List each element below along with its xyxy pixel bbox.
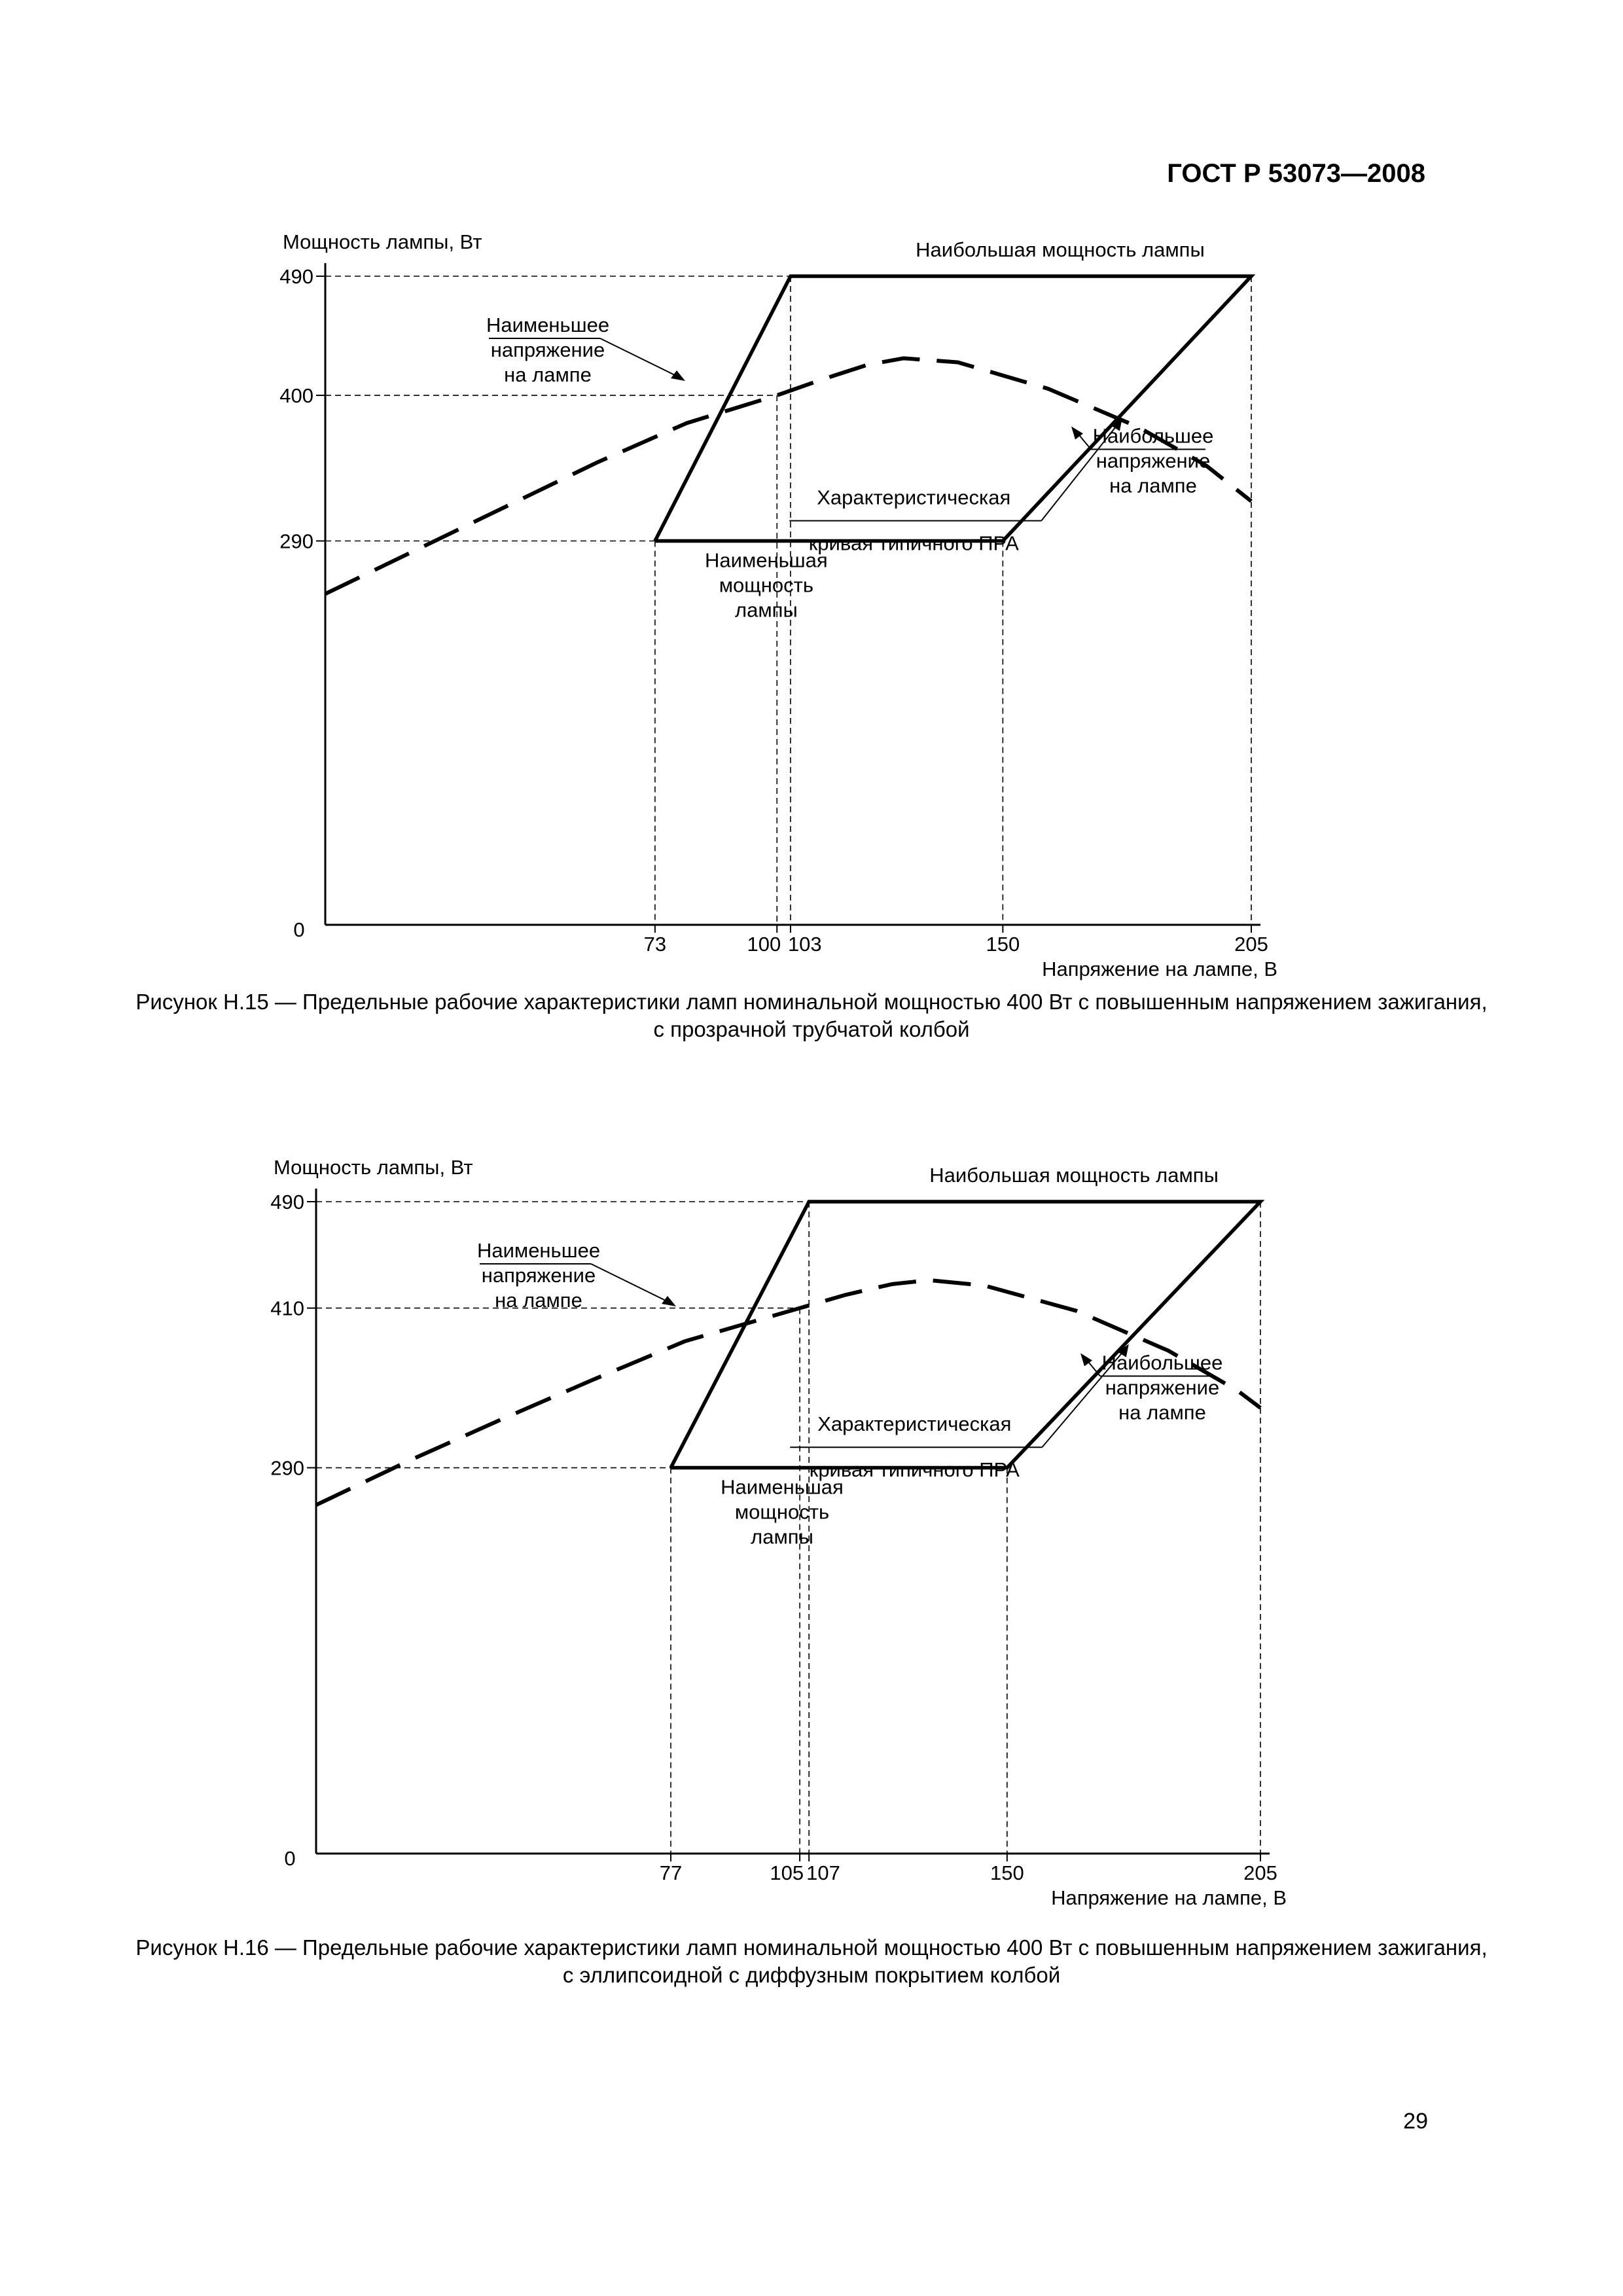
x-tick-label: 107 [806, 1861, 840, 1884]
curve-label-line2: кривая типичного ПРА [810, 1458, 1020, 1481]
label-max-voltage: на лампе [1118, 1401, 1206, 1424]
ballast-characteristic-curve [324, 356, 1253, 596]
label-min-voltage-leader [590, 1263, 670, 1303]
label-min-voltage-arrowhead [671, 370, 685, 381]
x-tick-label: 100 [747, 933, 781, 956]
label-min-voltage-arrowhead [662, 1296, 676, 1306]
x-tick-label: 105 [770, 1861, 804, 1884]
document-header: ГОСТ Р 53073—2008 [1167, 159, 1425, 188]
operating-envelope [653, 274, 1256, 543]
label-max-voltage: на лампе [1109, 474, 1197, 497]
x-tick-label: 73 [644, 933, 666, 956]
label-min-voltage: напряжение [491, 338, 605, 361]
label-max-voltage: напряжение [1096, 449, 1210, 472]
label-min-power: лампы [735, 598, 798, 621]
y-tick-label: 290 [270, 1457, 304, 1480]
figure-caption-n16: Рисунок Н.16 — Предельные рабочие характ… [135, 1935, 1488, 1987]
label-max-voltage-arrowhead [1071, 426, 1083, 440]
y-axis-title: Мощность лампы, Вт [274, 1156, 473, 1179]
x-tick-label: 77 [660, 1861, 682, 1884]
label-min-power: Наименьшая [705, 548, 828, 571]
origin-label: 0 [284, 1847, 295, 1870]
label-min-power: мощность [719, 573, 813, 596]
label-min-voltage: Наименьшее [477, 1239, 600, 1262]
curve-label-line1: Характеристическая [817, 1412, 1011, 1435]
chart-figure-n15: 290 400 490 0 73 100 103 150 205 Мощность лампы, … [279, 230, 1277, 980]
label-max-power: Наибольшая мощность лампы [929, 1164, 1219, 1187]
curve-label-leader [1041, 1348, 1127, 1448]
y-tick-label: 490 [279, 265, 313, 288]
label-min-voltage: напряжение [482, 1264, 596, 1287]
ballast-characteristic-curve [315, 1278, 1262, 1507]
origin-label: 0 [293, 918, 304, 941]
curve-label-arrowhead [1111, 418, 1122, 431]
curve-label-line2: кривая типичного ПРА [809, 532, 1019, 555]
x-tick-label: 205 [1243, 1861, 1277, 1884]
curve-label-arrowhead [1117, 1344, 1129, 1357]
label-min-power: Наименьшая [721, 1476, 844, 1499]
label-min-power: лампы [751, 1526, 813, 1549]
label-min-voltage-leader [599, 338, 679, 378]
y-tick-label: 490 [270, 1191, 304, 1213]
curve-label-leader [1041, 421, 1120, 522]
x-tick-label: 150 [986, 933, 1020, 956]
label-max-voltage: напряжение [1105, 1376, 1219, 1399]
figure-caption-n15: Рисунок Н.15 — Предельные рабочие характ… [135, 990, 1488, 1041]
y-tick-label: 400 [279, 384, 313, 407]
page-number: 29 [1403, 2109, 1428, 2134]
label-min-power: мощность [735, 1501, 829, 1524]
label-max-voltage: Наибольшее [1093, 424, 1214, 447]
label-min-voltage: на лампе [504, 363, 592, 386]
x-tick-label: 103 [788, 933, 822, 956]
label-max-voltage: Наибольшее [1102, 1352, 1223, 1374]
label-min-voltage: на лампе [495, 1289, 582, 1312]
y-axis-title: Мощность лампы, Вт [283, 230, 482, 253]
x-tick-label: 150 [990, 1861, 1024, 1884]
label-max-voltage-arrowhead [1080, 1353, 1092, 1367]
y-tick-label: 290 [279, 529, 313, 552]
label-max-power: Наибольшая мощность лампы [916, 238, 1205, 261]
chart-figure-n16: 290 410 490 0 77 105 107 150 205 Мощность лампы, … [270, 1156, 1287, 1909]
x-axis-title: Напряжение на лампе, В [1051, 1886, 1287, 1909]
y-tick-label: 410 [270, 1297, 304, 1320]
x-tick-label: 205 [1234, 933, 1268, 956]
operating-envelope [669, 1200, 1265, 1470]
x-axis-title: Напряжение на лампе, В [1042, 958, 1277, 980]
label-min-voltage: Наименьшее [486, 314, 609, 336]
curve-label-line1: Характеристическая [817, 486, 1010, 509]
